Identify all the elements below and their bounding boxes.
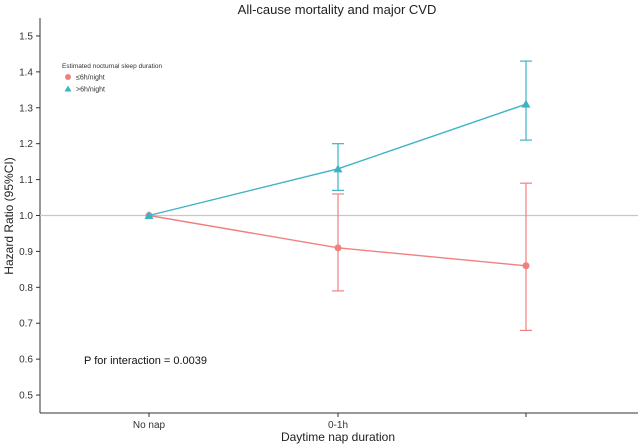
y-tick-label: 1.3 [19, 103, 33, 114]
data-point [333, 164, 343, 173]
legend-marker [65, 74, 71, 80]
legend-title: Estimated nocturnal sleep duration [62, 63, 162, 70]
y-tick-label: 0.7 [19, 319, 33, 330]
y-tick-label: 1.1 [19, 175, 33, 186]
data-point [521, 99, 531, 108]
y-tick-label: 1.2 [19, 139, 33, 150]
legend-label: ≤6h/night [76, 75, 105, 82]
y-tick-label: 0.9 [19, 247, 33, 258]
series-layer [144, 60, 532, 332]
series-long-sleep [144, 60, 532, 219]
p-interaction-annotation: P for interaction = 0.0039 [84, 355, 207, 367]
y-tick-label: 0.6 [19, 355, 33, 366]
legend-marker [64, 85, 72, 92]
x-tick-label: No nap [133, 420, 166, 431]
chart-title: All-cause mortality and major CVD [238, 2, 437, 17]
data-point [522, 262, 530, 270]
legend: Estimated nocturnal sleep duration ≤6h/n… [62, 63, 162, 94]
y-tick-label: 1.4 [19, 67, 33, 78]
y-tick-label: 0.5 [19, 391, 33, 402]
y-ticks: 0.5 0.6 0.7 0.8 0.9 1.0 1.1 1.2 1.3 1.4 1.5 [19, 31, 40, 402]
y-tick-label: 1.0 [19, 211, 33, 222]
y-tick-label: 0.8 [19, 283, 33, 294]
data-point [334, 244, 342, 252]
y-tick-label: 1.5 [19, 31, 33, 42]
x-ticks: No nap 0-1h [133, 413, 527, 431]
x-tick-label: 0-1h [328, 420, 348, 431]
y-axis-title: Hazard Ratio (95%CI) [2, 157, 16, 274]
x-axis-title: Daytime nap duration [281, 430, 395, 444]
legend-label: >6h/night [76, 87, 105, 94]
series-short-sleep [145, 182, 532, 332]
data-point [144, 211, 154, 219]
